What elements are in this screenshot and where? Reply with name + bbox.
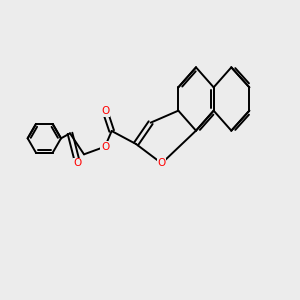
Text: O: O (101, 142, 109, 152)
Text: O: O (158, 158, 166, 168)
Text: O: O (101, 106, 109, 116)
Text: O: O (74, 158, 82, 168)
